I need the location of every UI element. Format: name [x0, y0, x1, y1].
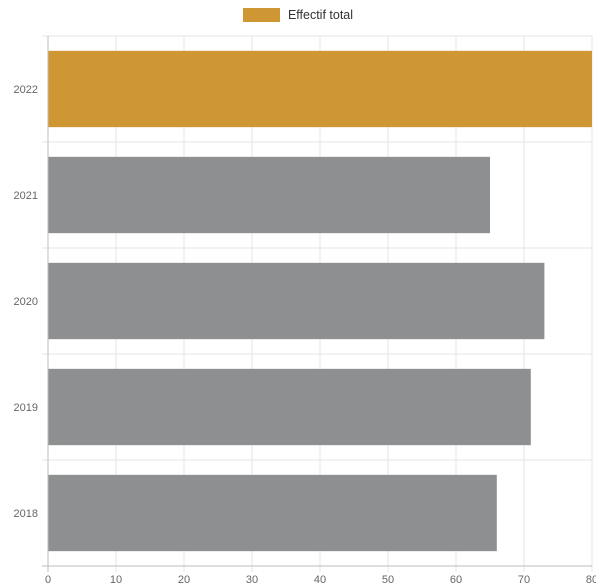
y-tick-label: 2019 — [14, 402, 38, 414]
y-tick-label: 2020 — [14, 296, 38, 308]
bar-2018 — [48, 474, 497, 552]
x-tick-label: 40 — [314, 574, 326, 586]
y-tick-label: 2022 — [14, 84, 38, 96]
legend[interactable]: Effectif total — [0, 8, 596, 22]
x-tick-label: 80 — [586, 574, 596, 586]
bar-2021 — [48, 156, 490, 234]
x-tick-label: 30 — [246, 574, 258, 586]
x-tick-label: 60 — [450, 574, 462, 586]
x-tick-label: 70 — [518, 574, 530, 586]
bar-2019 — [48, 368, 531, 446]
bar-2022 — [48, 50, 592, 128]
legend-swatch — [242, 8, 280, 22]
x-tick-label: 10 — [110, 574, 122, 586]
bar-2020 — [48, 262, 545, 340]
x-tick-label: 50 — [382, 574, 394, 586]
x-tick-label: 0 — [45, 574, 51, 586]
y-tick-label: 2018 — [14, 508, 38, 520]
y-tick-label: 2021 — [14, 190, 38, 202]
legend-label: Effectif total — [287, 8, 354, 22]
x-tick-label: 20 — [178, 574, 190, 586]
